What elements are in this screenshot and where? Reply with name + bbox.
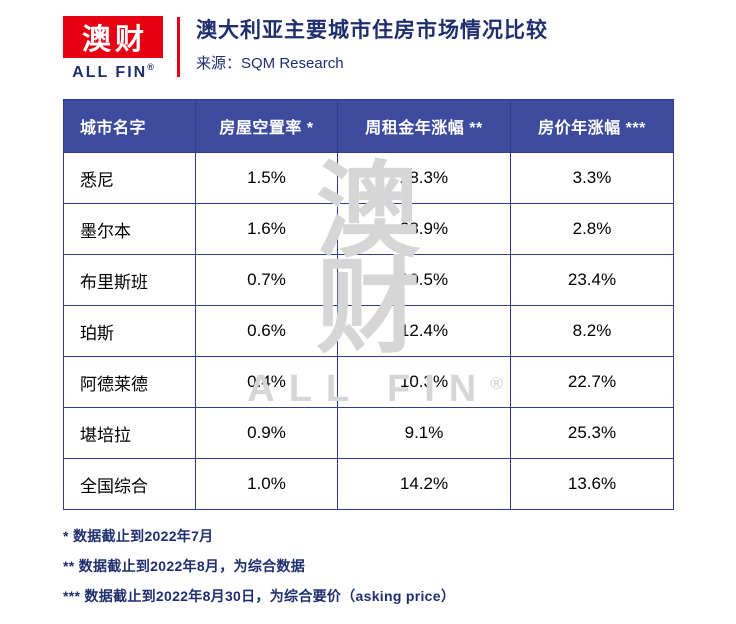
wordmark-text: ALL FIN [72,64,148,81]
city-cell: 阿德莱德 [63,356,196,408]
table-row: 全国综合 1.0% 14.2% 13.6% [63,458,674,510]
city-cell: 墨尔本 [63,203,196,255]
city-cell: 布里斯班 [63,254,196,306]
table-row: 墨尔本 1.6% 28.9% 2.8% [63,203,674,255]
vacancy-cell: 0.9% [195,407,338,459]
footnote-2: ** 数据截止到2022年8月，为综合数据 [63,558,306,574]
column-header-price-growth: 房价年涨幅 *** [510,99,674,153]
table-row: 珀斯 0.6% 12.4% 8.2% [63,305,674,357]
price-cell: 8.2% [510,305,674,357]
table-row: 堪培拉 0.9% 9.1% 25.3% [63,407,674,459]
city-cell: 珀斯 [63,305,196,357]
page-title: 澳大利亚主要城市住房市场情况比较 [196,19,548,42]
rent-cell: 12.4% [337,305,511,357]
vacancy-cell: 0.7% [195,254,338,306]
rent-cell: 10.3% [337,356,511,408]
header: 澳财 ALL FIN® 澳大利亚主要城市住房市场情况比较 来源：SQM Rese… [63,16,736,82]
registered-mark: ® [147,62,154,72]
allfin-logo-mark: 澳财 [63,16,163,58]
allfin-wordmark: ALL FIN® [72,62,154,82]
footnote-3: *** 数据截止到2022年8月30日，为综合要价（asking price） [63,588,456,604]
rent-cell: 9.1% [337,407,511,459]
rent-cell: 14.2% [337,458,511,510]
table-row: 悉尼 1.5% 28.3% 3.3% [63,152,674,204]
price-cell: 22.7% [510,356,674,408]
table-header: 城市名字 房屋空置率 * 周租金年涨幅 ** 房价年涨幅 *** [63,99,674,153]
table-row: 阿德莱德 0.4% 10.3% 22.7% [63,356,674,408]
table-row: 布里斯班 0.7% 10.5% 23.4% [63,254,674,306]
table-container: 城市名字 房屋空置率 * 周租金年涨幅 ** 房价年涨幅 *** 悉尼 1.5%… [63,99,674,510]
column-header-city: 城市名字 [63,99,196,153]
rent-cell: 28.3% [337,152,511,204]
source-line: 来源：SQM Research [196,55,344,73]
price-cell: 3.3% [510,152,674,204]
header-row: 城市名字 房屋空置率 * 周租金年涨幅 ** 房价年涨幅 *** [63,99,674,153]
city-cell: 悉尼 [63,152,196,204]
footnote-1: * 数据截止到2022年7月 [63,528,214,544]
title-block: 澳大利亚主要城市住房市场情况比较 来源：SQM Research [196,16,548,73]
city-cell: 全国综合 [63,458,196,510]
rent-cell: 10.5% [337,254,511,306]
table-body: 悉尼 1.5% 28.3% 3.3% 墨尔本 1.6% 28.9% 2.8% 布… [63,152,674,510]
price-cell: 23.4% [510,254,674,306]
housing-market-table: 城市名字 房屋空置率 * 周租金年涨幅 ** 房价年涨幅 *** 悉尼 1.5%… [63,99,674,510]
price-cell: 2.8% [510,203,674,255]
price-cell: 13.6% [510,458,674,510]
header-divider [177,17,180,77]
column-header-vacancy: 房屋空置率 * [195,99,338,153]
allfin-logo: 澳财 ALL FIN® [63,16,163,82]
rent-cell: 28.9% [337,203,511,255]
logo-mark-text: 澳财 [81,24,148,56]
vacancy-cell: 1.0% [195,458,338,510]
vacancy-cell: 0.6% [195,305,338,357]
city-cell: 堪培拉 [63,407,196,459]
column-header-rent-growth: 周租金年涨幅 ** [337,99,511,153]
vacancy-cell: 0.4% [195,356,338,408]
footnotes: * 数据截止到2022年7月 ** 数据截止到2022年8月，为综合数据 ***… [63,526,736,606]
price-cell: 25.3% [510,407,674,459]
vacancy-cell: 1.6% [195,203,338,255]
vacancy-cell: 1.5% [195,152,338,204]
